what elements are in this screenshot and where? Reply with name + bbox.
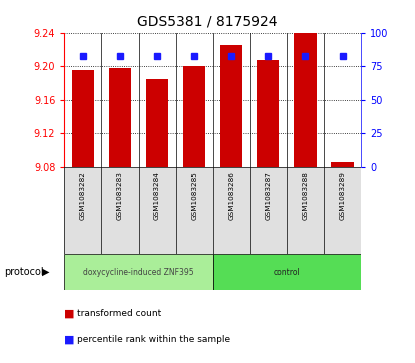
Bar xyxy=(213,254,361,290)
Text: ▶: ▶ xyxy=(42,267,49,277)
Bar xyxy=(332,162,354,167)
Bar xyxy=(146,79,168,167)
Bar xyxy=(72,70,94,167)
Bar xyxy=(257,60,279,167)
Text: doxycycline-induced ZNF395: doxycycline-induced ZNF395 xyxy=(83,268,194,277)
Text: GDS5381 / 8175924: GDS5381 / 8175924 xyxy=(137,15,278,29)
Text: transformed count: transformed count xyxy=(77,310,161,318)
Text: ■: ■ xyxy=(64,309,75,319)
Bar xyxy=(294,33,317,167)
Text: GSM1083288: GSM1083288 xyxy=(303,171,308,220)
Text: GSM1083282: GSM1083282 xyxy=(80,171,86,220)
Text: GSM1083286: GSM1083286 xyxy=(228,171,234,220)
Bar xyxy=(220,45,242,167)
Text: GSM1083284: GSM1083284 xyxy=(154,171,160,220)
Text: GSM1083283: GSM1083283 xyxy=(117,171,123,220)
Text: GSM1083287: GSM1083287 xyxy=(265,171,271,220)
Text: protocol: protocol xyxy=(4,267,44,277)
Bar xyxy=(64,254,213,290)
Text: percentile rank within the sample: percentile rank within the sample xyxy=(77,335,230,344)
Text: GSM1083289: GSM1083289 xyxy=(339,171,346,220)
Text: control: control xyxy=(273,268,300,277)
Text: ■: ■ xyxy=(64,334,75,344)
Text: GSM1083285: GSM1083285 xyxy=(191,171,197,220)
Bar xyxy=(109,68,131,167)
Bar xyxy=(183,66,205,167)
